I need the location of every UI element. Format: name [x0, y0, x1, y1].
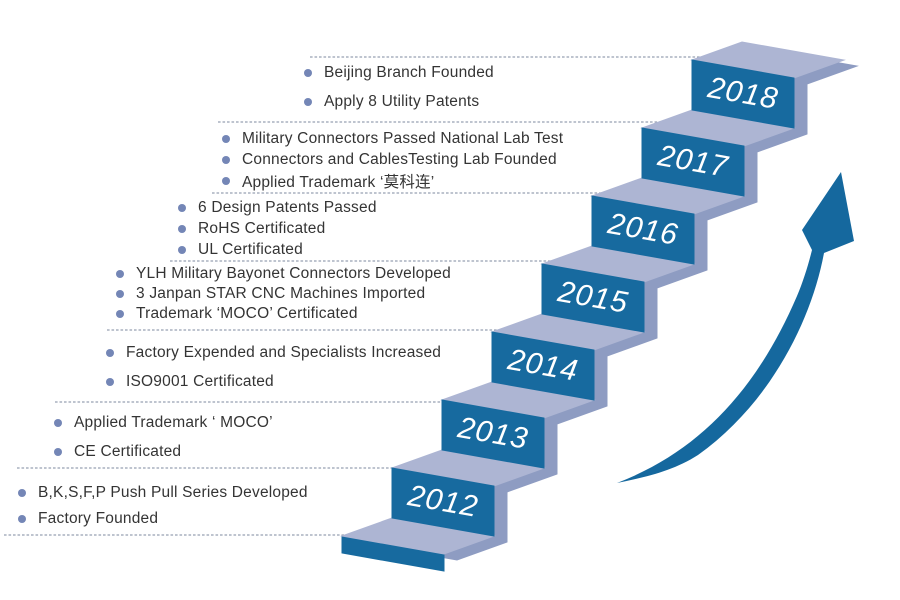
step-face-2016 — [591, 195, 695, 265]
milestone-text: Apply 8 Utility Patents — [324, 92, 480, 110]
milestone-text: 6 Design Patents Passed — [198, 198, 377, 216]
milestone-text: Military Connectors Passed National Lab … — [242, 129, 564, 147]
step-treads — [340, 41, 846, 555]
bullet-icon — [178, 245, 186, 254]
milestone-text: RoHS Certificated — [198, 219, 326, 237]
milestone-text: 3 Janpan STAR CNC Machines Imported — [136, 285, 426, 302]
bullet-icon — [222, 176, 230, 185]
milestone-group-2015: YLH Military Bayonet Connectors Develope… — [116, 264, 451, 324]
bullet-icon — [304, 68, 312, 77]
milestone-item: Military Connectors Passed National Lab … — [222, 128, 563, 149]
milestone-item: YLH Military Bayonet Connectors Develope… — [116, 264, 451, 284]
milestone-item: Trademark ‘MOCO’ Certificated — [116, 304, 451, 324]
bullet-icon — [54, 418, 62, 427]
bullet-icon — [106, 377, 114, 386]
milestone-item: Applied Trademark ‘莫科连’ — [222, 170, 563, 191]
milestone-text: UL Certificated — [198, 240, 303, 258]
step-face-2018 — [691, 59, 795, 129]
milestone-text: Applied Trademark ‘莫科连’ — [242, 173, 435, 191]
milestone-group-2016: 6 Design Patents Passed RoHS Certificate… — [178, 197, 377, 260]
milestone-text: Factory Founded — [38, 510, 159, 527]
milestone-item: B,K,S,F,P Push Pull Series Developed — [18, 480, 308, 506]
milestone-item: 3 Janpan STAR CNC Machines Imported — [116, 284, 451, 304]
milestone-text: Applied Trademark ‘ MOCO’ — [74, 413, 273, 431]
step-face-2012 — [391, 467, 495, 537]
bullet-icon — [116, 310, 124, 318]
milestone-item: Factory Expended and Specialists Increas… — [106, 338, 441, 367]
milestone-text: Beijing Branch Founded — [324, 63, 494, 81]
milestone-text: CE Certificated — [74, 442, 182, 460]
step-face-2015 — [541, 263, 645, 333]
milestone-group-2018: Beijing Branch Founded Apply 8 Utility P… — [304, 58, 494, 116]
milestone-group-2014: Factory Expended and Specialists Increas… — [106, 338, 441, 396]
milestone-item: UL Certificated — [178, 239, 377, 260]
milestone-text: B,K,S,F,P Push Pull Series Developed — [38, 484, 308, 501]
milestone-group-2013: Applied Trademark ‘ MOCO’ CE Certificate… — [54, 408, 273, 466]
bullet-icon — [222, 155, 230, 164]
milestone-item: 6 Design Patents Passed — [178, 197, 377, 218]
bullet-icon — [54, 447, 62, 456]
milestone-text: Connectors and CablesTesting Lab Founded — [242, 150, 557, 168]
milestone-item: Connectors and CablesTesting Lab Founded — [222, 149, 563, 170]
bullet-icon — [18, 489, 26, 497]
step-faces — [391, 59, 795, 537]
milestone-item: RoHS Certificated — [178, 218, 377, 239]
bullet-icon — [304, 97, 312, 106]
step-face-2017 — [641, 127, 745, 197]
milestone-text: YLH Military Bayonet Connectors Develope… — [136, 265, 451, 282]
milestone-item: CE Certificated — [54, 437, 273, 466]
milestone-text: Trademark ‘MOCO’ Certificated — [136, 305, 358, 322]
milestone-item: Apply 8 Utility Patents — [304, 87, 494, 116]
step-face-2013 — [441, 399, 545, 469]
bullet-icon — [18, 515, 26, 523]
milestone-item: ISO9001 Certificated — [106, 367, 441, 396]
step-face-2014 — [491, 331, 595, 401]
milestone-item: Factory Founded — [18, 506, 308, 532]
bullet-icon — [106, 348, 114, 357]
milestone-group-2017: Military Connectors Passed National Lab … — [222, 128, 563, 191]
milestone-item: Applied Trademark ‘ MOCO’ — [54, 408, 273, 437]
dashed-separators — [4, 56, 706, 536]
milestone-text: ISO9001 Certificated — [126, 372, 274, 390]
bullet-icon — [178, 203, 186, 212]
bullet-icon — [178, 224, 186, 233]
milestone-text: Factory Expended and Specialists Increas… — [126, 343, 442, 361]
milestone-item: Beijing Branch Founded — [304, 58, 494, 87]
bullet-icon — [116, 290, 124, 298]
bullet-icon — [116, 270, 124, 278]
bullet-icon — [222, 134, 230, 143]
growth-arrow-icon — [617, 172, 854, 483]
milestone-group-2012: B,K,S,F,P Push Pull Series Developed Fac… — [18, 480, 308, 532]
